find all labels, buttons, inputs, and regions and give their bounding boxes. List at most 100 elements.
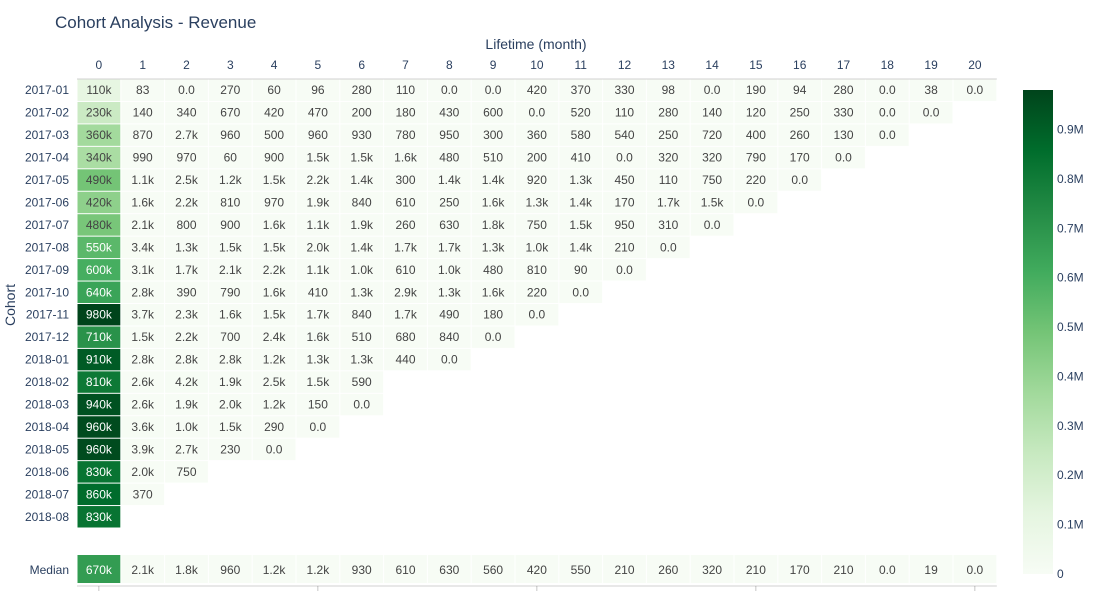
heatmap-cell <box>515 259 559 281</box>
heatmap-cell <box>208 281 252 303</box>
y-tick-label: 2018-06 <box>25 465 69 479</box>
heatmap-cell <box>646 236 690 259</box>
heatmap-cell-label: 1.5k <box>569 218 593 232</box>
heatmap-cell <box>208 214 252 236</box>
heatmap-cell-label: 1.2k <box>263 398 287 412</box>
heatmap-cell-label: 0.0 <box>704 218 721 232</box>
heatmap-cell-label: 2.7k <box>175 442 199 456</box>
heatmap-cell-label: 0.0 <box>879 128 896 142</box>
colorbar-tick-label: 0.7M <box>1057 221 1084 235</box>
heatmap-cell-label: 150 <box>308 398 328 412</box>
heatmap-cell <box>77 438 121 461</box>
heatmap-cell <box>515 191 559 214</box>
heatmap-cell <box>427 214 471 236</box>
heatmap-cell-label: 960 <box>220 128 240 142</box>
heatmap-cell-label: 1.4k <box>350 240 374 254</box>
summary-cell <box>690 555 734 583</box>
heatmap-cell-label: 960k <box>86 442 113 456</box>
heatmap-cell-label: 1.5k <box>307 375 331 389</box>
heatmap-cell-label: 790 <box>746 151 766 165</box>
summary-cell <box>909 555 953 583</box>
heatmap-cell <box>165 416 208 438</box>
y-tick-label: 2017-11 <box>26 308 69 322</box>
heatmap-cell <box>77 304 121 326</box>
summary-row-label: Median <box>30 563 69 577</box>
x-tick-label: 5 <box>315 58 322 72</box>
heatmap-cell-label: 1.5k <box>219 420 243 434</box>
heatmap-cell-label: 2.2k <box>307 173 331 187</box>
heatmap-cell <box>121 169 165 191</box>
y-tick-label: 2017-08 <box>25 240 69 254</box>
heatmap-cell-label: 0.0 <box>485 330 502 344</box>
heatmap-cell <box>340 371 384 393</box>
heatmap-cell <box>208 259 252 281</box>
heatmap-cell <box>690 79 734 101</box>
heatmap-cell <box>559 259 603 281</box>
heatmap-cell <box>165 461 208 483</box>
heatmap-cell <box>559 146 603 169</box>
heatmap-cell-label: 1.4k <box>569 195 593 209</box>
summary-cell-label: 560 <box>483 563 503 577</box>
heatmap-cell <box>384 236 427 259</box>
heatmap-cell <box>603 146 646 169</box>
heatmap-cell <box>515 281 559 303</box>
heatmap-cell <box>515 101 559 124</box>
heatmap-cell-label: 420 <box>527 83 547 97</box>
heatmap-cell-label: 2.2k <box>175 330 199 344</box>
heatmap-cell <box>471 124 515 146</box>
heatmap-cell <box>734 124 778 146</box>
heatmap-cell-label: 280 <box>833 83 853 97</box>
heatmap-cell-label: 4.2k <box>175 375 199 389</box>
y-tick-label: 2018-07 <box>25 487 69 501</box>
heatmap-cell <box>471 79 515 101</box>
heatmap-cell-label: 1.2k <box>219 173 243 187</box>
heatmap-cell-label: 920 <box>527 173 547 187</box>
heatmap-cell <box>165 438 208 461</box>
heatmap-cell <box>340 169 384 191</box>
heatmap-cell-label: 0.0 <box>572 285 589 299</box>
x-tick-label: 19 <box>924 58 938 72</box>
heatmap-cell-label: 480 <box>439 151 459 165</box>
heatmap-cell <box>559 169 603 191</box>
heatmap-cell <box>121 79 165 101</box>
heatmap-cell <box>165 326 208 348</box>
heatmap-cell <box>778 169 822 191</box>
heatmap-cell <box>515 304 559 326</box>
heatmap-cell-label: 720 <box>702 128 722 142</box>
heatmap-cell-label: 210 <box>614 240 634 254</box>
y-tick-label: 2018-03 <box>25 398 69 412</box>
heatmap-cell <box>121 371 165 393</box>
heatmap-cell <box>953 79 997 101</box>
heatmap-cell <box>427 79 471 101</box>
heatmap-cell-label: 1.4k <box>482 173 506 187</box>
summary-cell-label: 210 <box>833 563 853 577</box>
heatmap-cell <box>384 191 427 214</box>
heatmap-cell-label: 710k <box>86 330 113 344</box>
heatmap-cell <box>734 146 778 169</box>
heatmap-cell <box>121 124 165 146</box>
colorbar-tick-label: 0.2M <box>1057 468 1084 482</box>
heatmap-cell <box>77 191 121 214</box>
heatmap-cell <box>296 348 340 371</box>
heatmap-cell <box>340 101 384 124</box>
heatmap-cell-label: 700 <box>220 330 240 344</box>
heatmap-cell-label: 1.6k <box>263 218 287 232</box>
heatmap-cell-label: 1.5k <box>263 173 287 187</box>
colorbar-tick-label: 0.4M <box>1057 369 1084 383</box>
heatmap-cell <box>77 326 121 348</box>
heatmap-cell <box>208 191 252 214</box>
heatmap-cell <box>690 214 734 236</box>
heatmap-cell <box>471 146 515 169</box>
heatmap-cell <box>340 191 384 214</box>
heatmap-cell-label: 300 <box>395 173 415 187</box>
heatmap-cell <box>515 146 559 169</box>
heatmap-cell-label: 180 <box>483 308 503 322</box>
heatmap-cell <box>252 259 296 281</box>
colorbar-tick-label: 0 <box>1057 567 1064 581</box>
heatmap-cell-label: 2.0k <box>307 240 331 254</box>
x-tick-label: 4 <box>271 58 278 72</box>
heatmap-cell <box>603 236 646 259</box>
heatmap-cell-label: 2.0k <box>219 398 243 412</box>
heatmap-cell-label: 800 <box>176 218 196 232</box>
heatmap-cell <box>252 191 296 214</box>
